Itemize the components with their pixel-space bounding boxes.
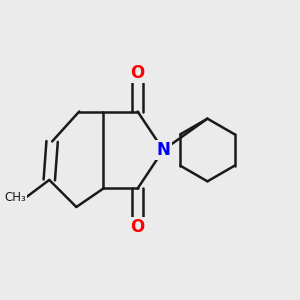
Text: O: O <box>130 64 145 82</box>
Text: O: O <box>130 218 145 236</box>
Text: CH₃: CH₃ <box>5 190 26 203</box>
Text: N: N <box>156 141 170 159</box>
